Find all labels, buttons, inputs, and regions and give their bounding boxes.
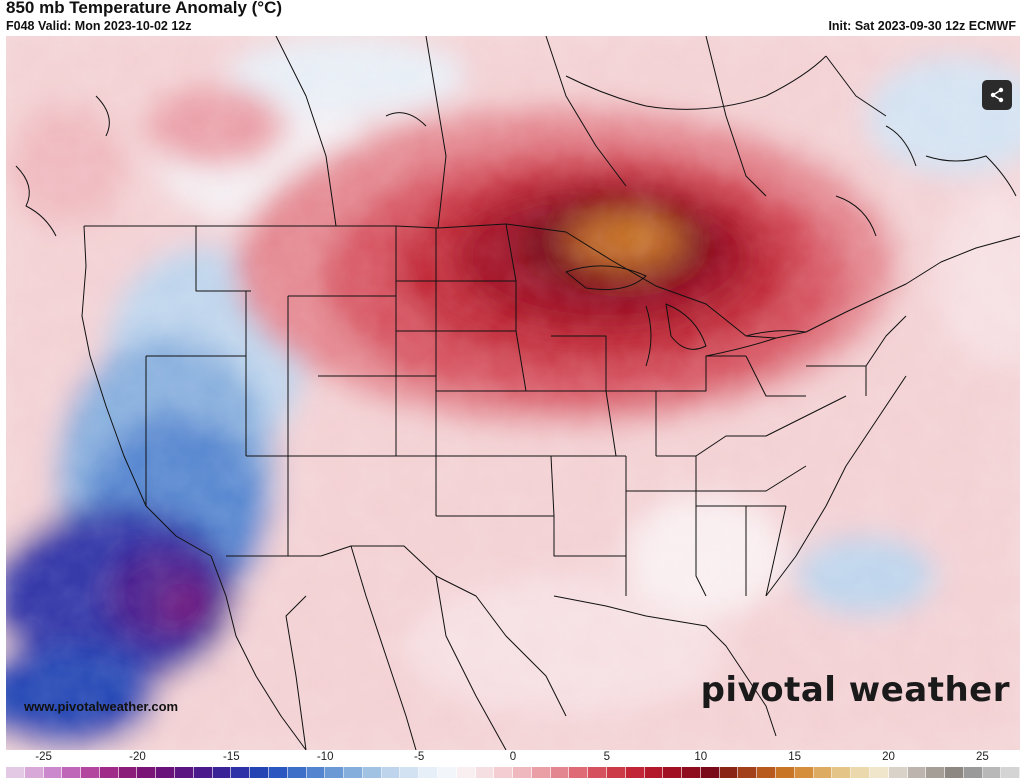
anomaly-map[interactable]: pivotal weather www.pivotalweather.com (6, 36, 1020, 750)
colorbar-swatch (907, 767, 927, 778)
colorbar-swatch (625, 767, 645, 778)
colorbar-swatch (982, 767, 1002, 778)
colorbar-swatch (175, 767, 194, 778)
site-url[interactable]: www.pivotalweather.com (24, 699, 179, 714)
colorbar-swatch (306, 767, 326, 778)
colorbar (6, 767, 1021, 778)
colorbar-swatch (400, 767, 420, 778)
colorbar-swatch (813, 767, 833, 778)
colorbar-swatch (156, 767, 176, 778)
share-icon (990, 87, 1004, 103)
colorbar-swatch (569, 767, 589, 778)
valid-time: F048 Valid: Mon 2023-10-02 12z (6, 19, 192, 33)
colorbar-swatch (494, 767, 514, 778)
colorbar-swatch (832, 767, 852, 778)
colorbar-swatch (588, 767, 607, 778)
colorbar-swatch (513, 767, 532, 778)
colorbar-swatch (531, 767, 551, 778)
colorbar-tick-label: 0 (509, 751, 517, 763)
colorbar-swatch (663, 767, 683, 778)
colorbar-swatch (550, 767, 570, 778)
colorbar-swatch (6, 767, 25, 778)
colorbar-swatch (794, 767, 814, 778)
colorbar-swatch (99, 767, 119, 778)
colorbar-swatch (926, 767, 946, 778)
colorbar-tick-label: -25 (35, 751, 52, 763)
colorbar-swatch (607, 767, 626, 778)
colorbar-swatch (344, 767, 363, 778)
map-title: 850 mb Temperature Anomaly (°C) (6, 0, 283, 17)
colorbar-swatch (475, 767, 495, 778)
colorbar-swatch (700, 767, 720, 778)
colorbar-tick-label: 20 (882, 751, 895, 763)
colorbar-swatch (888, 767, 908, 778)
colorbar-swatch (945, 767, 964, 778)
colorbar-swatch (193, 767, 213, 778)
colorbar-swatch (137, 767, 157, 778)
colorbar-swatch (1001, 767, 1021, 778)
colorbar-swatch (682, 767, 701, 778)
share-button[interactable] (982, 80, 1012, 110)
colorbar-swatch (757, 767, 777, 778)
colorbar-legend: -25 -20 -15 -10 -5 0 5 10 15 20 25 (6, 750, 1021, 782)
colorbar-swatch (81, 767, 100, 778)
colorbar-swatch (851, 767, 870, 778)
colorbar-swatch (719, 767, 739, 778)
colorbar-tick-label: 15 (788, 751, 802, 763)
colorbar-tick-label: -15 (223, 751, 240, 763)
colorbar-swatch (325, 767, 345, 778)
colorbar-swatch (419, 767, 438, 778)
brand-watermark: pivotal weather (700, 670, 1010, 710)
colorbar-swatch (212, 767, 232, 778)
colorbar-swatch (776, 767, 795, 778)
colorbar-tick-labels: -25 -20 -15 -10 -5 0 5 10 15 20 25 (6, 750, 1020, 766)
colorbar-swatch (24, 767, 44, 778)
colorbar-swatch (250, 767, 269, 778)
colorbar-swatch (287, 767, 307, 778)
colorbar-swatch (118, 767, 138, 778)
colorbar-swatch (738, 767, 758, 778)
colorbar-swatch (456, 767, 476, 778)
init-time: Init: Sat 2023-09-30 12z ECMWF (828, 19, 1016, 33)
header: 850 mb Temperature Anomaly (°C) F048 Val… (0, 0, 1024, 36)
colorbar-tick-label: -10 (316, 751, 334, 763)
colorbar-tick-label: -20 (129, 751, 146, 763)
map-canvas (6, 36, 1020, 750)
colorbar-swatch (381, 767, 401, 778)
colorbar-tick-label: 25 (976, 751, 989, 763)
colorbar-swatch (963, 767, 983, 778)
state-boundaries (15, 36, 1020, 750)
colorbar-swatch (437, 767, 457, 778)
colorbar-swatch (231, 767, 251, 778)
colorbar-swatch (362, 767, 382, 778)
colorbar-swatch (644, 767, 664, 778)
colorbar-swatch (43, 767, 63, 778)
colorbar-swatch (869, 767, 889, 778)
colorbar-swatch (62, 767, 82, 778)
colorbar-tick-label: 5 (603, 751, 611, 763)
colorbar-tick-label: -5 (413, 751, 425, 763)
colorbar-tick-label: 10 (694, 751, 708, 763)
colorbar-swatch (268, 767, 288, 778)
